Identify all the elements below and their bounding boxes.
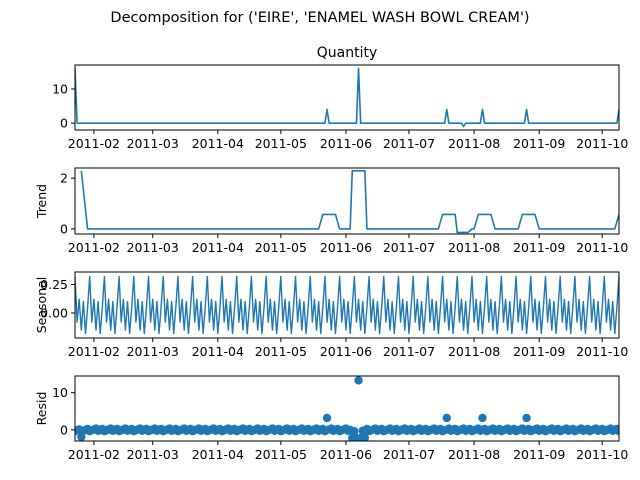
observed-xtick-label: 2011-04 xyxy=(192,136,244,151)
seasonal-series-line xyxy=(75,275,619,335)
trend-series-line xyxy=(80,169,619,234)
observed-xtick-label: 2011-08 xyxy=(448,136,500,151)
trend-xtick-label: 2011-04 xyxy=(192,240,244,255)
trend-xtick-label: 2011-07 xyxy=(383,240,435,255)
trend-xtick-label: 2011-10 xyxy=(576,240,628,255)
resid-xtick-label: 2011-05 xyxy=(255,447,307,462)
resid-axes-frame xyxy=(74,375,620,442)
trend-xtick-label: 2011-02 xyxy=(68,240,120,255)
seasonal-xtick-label: 2011-10 xyxy=(576,344,628,359)
seasonal-xtick-label: 2011-03 xyxy=(127,344,179,359)
resid-point xyxy=(77,432,86,441)
seasonal-xtick-label: 2011-04 xyxy=(192,344,244,359)
resid-xtick-label: 2011-04 xyxy=(192,447,244,462)
resid-xtick-label: 2011-07 xyxy=(383,447,435,462)
figure-suptitle: Decomposition for ('EIRE', 'ENAMEL WASH … xyxy=(110,10,529,26)
resid-point xyxy=(614,426,619,436)
resid-ylabel: Resid xyxy=(34,392,49,426)
resid-xtick-label: 2011-10 xyxy=(576,447,628,462)
observed-panel: 0 10 2011-02 2011-03 2011-04 2011-05 2011-06 20… xyxy=(52,64,628,151)
observed-xtick-label: 2011-10 xyxy=(576,136,628,151)
resid-plot-area xyxy=(75,376,619,441)
seasonal-panel: 0.25 0.00 2011-02 2011-03 2011-04 2011-05 2011… xyxy=(34,271,628,359)
observed-series-line xyxy=(75,67,619,128)
observed-xtick-label: 2011-06 xyxy=(320,136,372,151)
seasonal-plot-area xyxy=(75,275,619,335)
trend-ytick-label: 2 xyxy=(60,171,68,186)
trend-xtick-label: 2011-06 xyxy=(320,240,372,255)
resid-xtick-label: 2011-02 xyxy=(68,447,120,462)
observed-xtick-label: 2011-02 xyxy=(68,136,120,151)
observed-xtick-label: 2011-07 xyxy=(383,136,435,151)
seasonal-axes-frame xyxy=(74,271,620,339)
seasonal-ylabel: Seasonal xyxy=(34,277,49,334)
seasonal-xtick-label: 2011-02 xyxy=(68,344,120,359)
resid-point xyxy=(522,413,531,423)
resid-ytick-label: 10 xyxy=(52,385,68,400)
trend-xtick-label: 2011-09 xyxy=(513,240,565,255)
trend-xtick-label: 2011-03 xyxy=(127,240,179,255)
trend-panel: 0 2 2011-02 2011-03 2011-04 2011-05 2011-06 201… xyxy=(34,167,628,255)
observed-ytick-label: 10 xyxy=(52,81,68,96)
resid-point xyxy=(350,426,359,436)
trend-ylabel: Trend xyxy=(34,184,49,219)
observed-ytick-label: 0 xyxy=(60,116,68,131)
resid-point xyxy=(322,413,332,423)
observed-plot-area xyxy=(75,67,619,128)
observed-axes-frame xyxy=(74,64,620,131)
resid-point xyxy=(442,413,451,423)
resid-point xyxy=(360,433,370,441)
observed-xtick-label: 2011-09 xyxy=(513,136,565,151)
resid-xtick-label: 2011-09 xyxy=(513,447,565,462)
observed-xtick-label: 2011-03 xyxy=(127,136,179,151)
trend-ytick-label: 0 xyxy=(60,221,68,236)
resid-xtick-label: 2011-06 xyxy=(320,447,372,462)
trend-axes-frame xyxy=(74,167,620,235)
resid-xtick-label: 2011-03 xyxy=(127,447,179,462)
seasonal-xtick-label: 2011-08 xyxy=(448,344,500,359)
seasonal-xtick-label: 2011-09 xyxy=(513,344,565,359)
seasonal-ytick-label: 0.00 xyxy=(40,305,68,320)
observed-panel-title: Quantity xyxy=(317,45,378,61)
resid-point xyxy=(354,376,363,385)
resid-ytick-label: 0 xyxy=(60,422,68,437)
seasonal-xtick-label: 2011-05 xyxy=(255,344,307,359)
seasonal-xtick-label: 2011-07 xyxy=(383,344,435,359)
observed-xtick-label: 2011-05 xyxy=(255,136,307,151)
resid-point xyxy=(478,413,487,423)
resid-xtick-label: 2011-08 xyxy=(448,447,500,462)
trend-xtick-label: 2011-05 xyxy=(255,240,307,255)
trend-xtick-label: 2011-08 xyxy=(448,240,500,255)
resid-panel: 0 10 2011-02 2011-03 2011-04 2011-05 2011-06 20… xyxy=(34,375,628,462)
trend-plot-area xyxy=(80,169,619,234)
seasonal-ytick-label: 0.25 xyxy=(40,277,68,292)
seasonal-xtick-label: 2011-06 xyxy=(320,344,372,359)
